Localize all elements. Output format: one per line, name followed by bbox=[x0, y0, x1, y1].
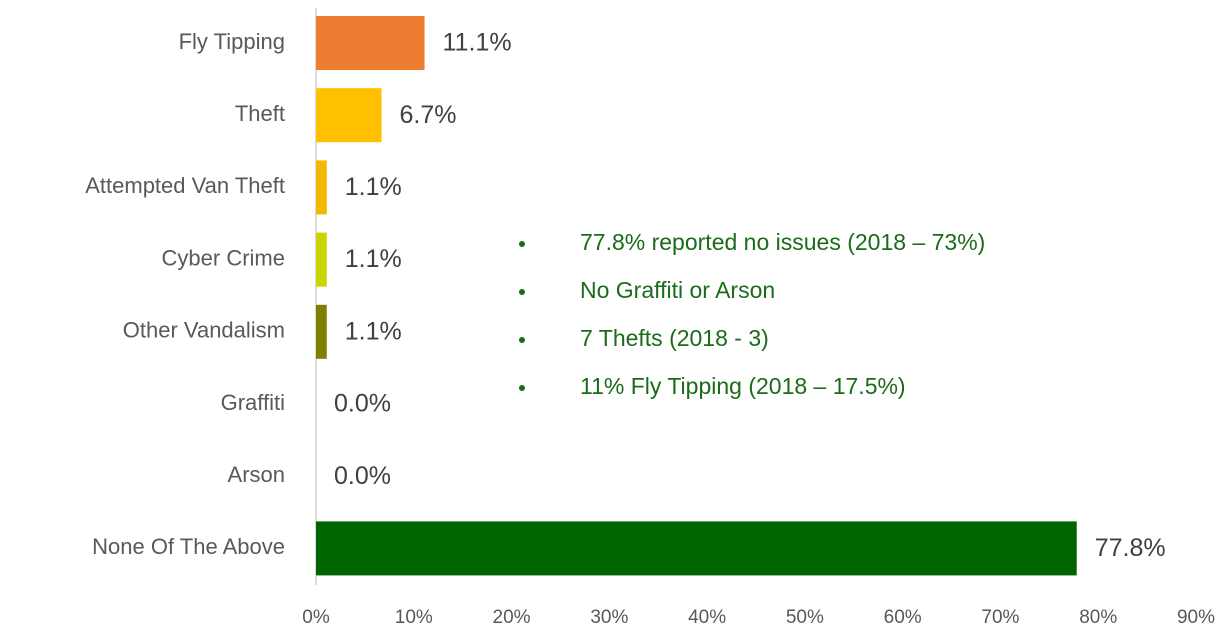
value-label: 6.7% bbox=[400, 101, 457, 129]
y-tick-label: Arson bbox=[228, 462, 285, 487]
bullet bbox=[519, 289, 525, 295]
value-label: 11.1% bbox=[443, 29, 512, 57]
value-label: 0.0% bbox=[334, 462, 391, 490]
bar bbox=[316, 16, 425, 70]
x-tick-label: 60% bbox=[884, 607, 922, 628]
annotation: 11% Fly Tipping (2018 – 17.5%) bbox=[580, 373, 906, 399]
y-tick-label: Attempted Van Theft bbox=[85, 173, 285, 198]
bar bbox=[316, 304, 327, 359]
y-tick-label: Other Vandalism bbox=[123, 318, 285, 343]
value-label: 1.1% bbox=[345, 245, 402, 273]
bullet bbox=[519, 337, 525, 343]
value-label: 0.0% bbox=[334, 390, 391, 418]
x-tick-label: 70% bbox=[981, 607, 1019, 628]
bullet bbox=[519, 385, 525, 391]
bullet bbox=[519, 241, 525, 247]
annotation: 77.8% reported no issues (2018 – 73%) bbox=[580, 229, 985, 255]
annotation: 7 Thefts (2018 - 3) bbox=[580, 325, 769, 351]
x-tick-label: 20% bbox=[493, 607, 531, 628]
x-tick-label: 0% bbox=[302, 607, 330, 628]
value-label: 1.1% bbox=[345, 173, 402, 201]
x-tick-label: 80% bbox=[1079, 607, 1117, 628]
value-label: 77.8% bbox=[1095, 534, 1166, 562]
x-tick-label: 40% bbox=[688, 607, 726, 628]
x-tick-label: 10% bbox=[395, 607, 433, 628]
bar bbox=[316, 88, 382, 143]
x-tick-label: 50% bbox=[786, 607, 824, 628]
x-tick-label: 90% bbox=[1177, 607, 1215, 628]
y-tick-label: Graffiti bbox=[221, 390, 285, 415]
bar bbox=[316, 521, 1077, 576]
y-tick-label: Theft bbox=[235, 101, 285, 126]
y-tick-label: Cyber Crime bbox=[162, 245, 285, 270]
y-tick-label: Fly Tipping bbox=[179, 29, 285, 54]
bar bbox=[316, 232, 327, 287]
annotation: No Graffiti or Arson bbox=[580, 277, 775, 303]
bar bbox=[316, 160, 327, 215]
x-tick-label: 30% bbox=[590, 607, 628, 628]
value-label: 1.1% bbox=[345, 317, 402, 345]
y-tick-label: None Of The Above bbox=[92, 534, 285, 559]
